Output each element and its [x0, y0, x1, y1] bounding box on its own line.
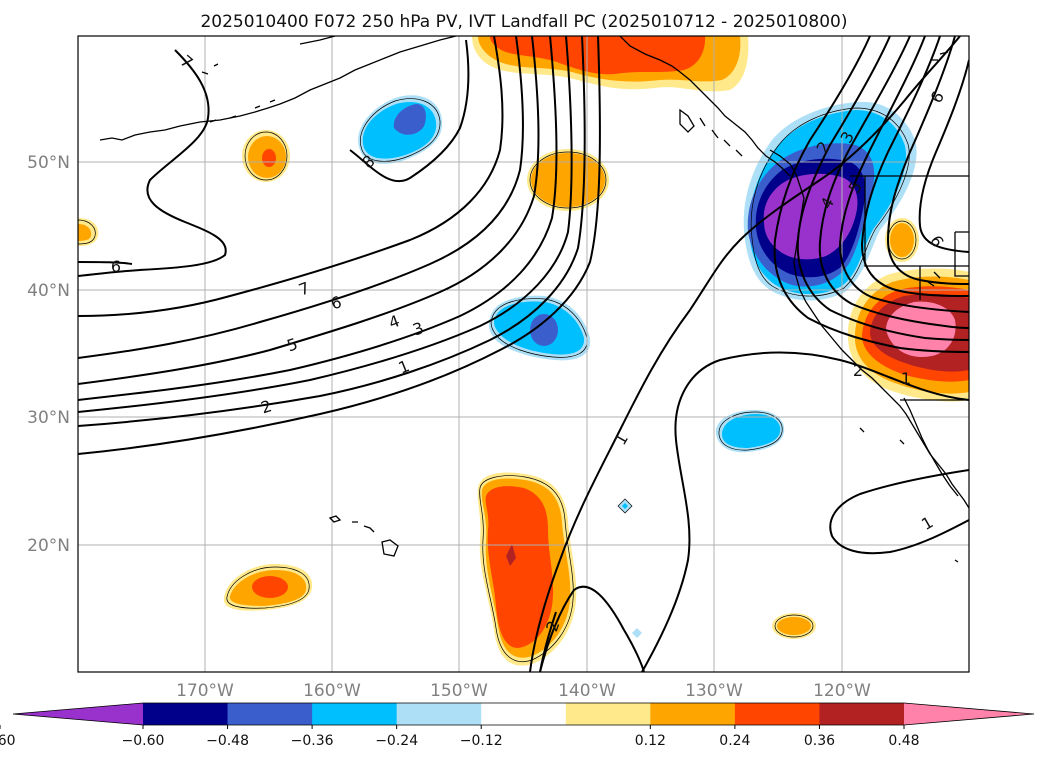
- colorbar-segment: [396, 703, 482, 725]
- colorbar-tick-label: −0.12: [460, 733, 503, 749]
- contour-label: 1: [901, 369, 911, 388]
- contour-label: 6: [111, 257, 121, 276]
- positive-anomaly-central: [527, 149, 609, 211]
- lat-label-30n: 30°N: [27, 408, 70, 428]
- lon-label-150w: 150°W: [430, 681, 488, 701]
- lon-label-140w: 140°W: [558, 681, 616, 701]
- colorbar-segment: [312, 703, 398, 725]
- colorbar-tick-label: 0.48: [888, 733, 919, 749]
- positive-anomaly-gulf-alaska: [472, 36, 749, 92]
- colorbar-segments: [12, 702, 1035, 726]
- colorbar: −0.60 −0.48 −0.36 −0.24 −0.12 0.12 0.24 0.36 0.4…: [0, 702, 1035, 749]
- colorbar-ticks: −0.60 −0.48 −0.36 −0.24 −0.12 0.12 0.24 0.36 0.4…: [0, 725, 920, 749]
- coastlines: [99, 36, 969, 563]
- longitude-labels: 170°W 160°W 150°W 140°W 130°W 120°W: [176, 681, 871, 701]
- colorbar-segment: [565, 703, 651, 725]
- colorbar-tick-label: 0.60: [0, 733, 16, 749]
- positive-anomaly-west-small: [242, 130, 290, 182]
- map-frame: [77, 35, 970, 673]
- map-panel: 7 8 6 7 6 5 4 3 2 1 1 2 2 3 4 5 6 6 1 1: [77, 35, 970, 673]
- positive-anomaly-southeast-small: [772, 613, 816, 639]
- negative-anomaly-subtropical: [715, 410, 785, 453]
- colorbar-segment: [650, 703, 736, 725]
- lon-label-170w: 170°W: [176, 681, 234, 701]
- negative-anomaly-midlat: [488, 295, 591, 361]
- lon-label-120w: 120°W: [813, 681, 871, 701]
- colorbar-tick-label: −0.36: [291, 733, 334, 749]
- lon-label-160w: 160°W: [303, 681, 361, 701]
- lon-label-130w: 130°W: [685, 681, 743, 701]
- colorbar-tick-label: 0.12: [635, 733, 666, 749]
- positive-anomaly-inland-small: [885, 218, 919, 262]
- colorbar-segment: [227, 703, 313, 725]
- latitude-labels: 50°N 40°N 30°N 20°N: [27, 153, 70, 556]
- negative-anomaly-northwest: [358, 95, 443, 164]
- negative-anomaly-speck-2: [632, 628, 642, 638]
- colorbar-extend-low: [13, 703, 143, 725]
- lat-label-40n: 40°N: [27, 281, 70, 301]
- colorbar-tick-label: −0.24: [375, 733, 418, 749]
- colorbar-tick-label: 0.24: [719, 733, 750, 749]
- colorbar-extend-high: [904, 703, 1034, 725]
- colorbar-tick-label: −0.60: [122, 733, 165, 749]
- colorbar-segment: [819, 703, 905, 725]
- colorbar-tick-label: −0.48: [206, 733, 249, 749]
- map-title: 2025010400 F072 250 hPa PV, IVT Landfall…: [200, 12, 847, 32]
- colorbar-segment: [481, 703, 567, 725]
- pv-contours: [78, 36, 969, 672]
- colorbar-segment: [143, 703, 229, 725]
- contour-label: 2: [853, 361, 863, 380]
- colorbar-segment: [734, 703, 820, 725]
- colorbar-tick-label: 0.36: [804, 733, 835, 749]
- positive-anomaly-south-west: [223, 564, 313, 611]
- lat-label-20n: 20°N: [27, 536, 70, 556]
- lat-label-50n: 50°N: [27, 153, 70, 173]
- gridlines: [78, 36, 969, 672]
- pv-anomaly-fills: [78, 36, 969, 666]
- positive-anomaly-subtropical: [477, 472, 577, 666]
- negative-anomaly-pacific-northwest: [743, 101, 917, 301]
